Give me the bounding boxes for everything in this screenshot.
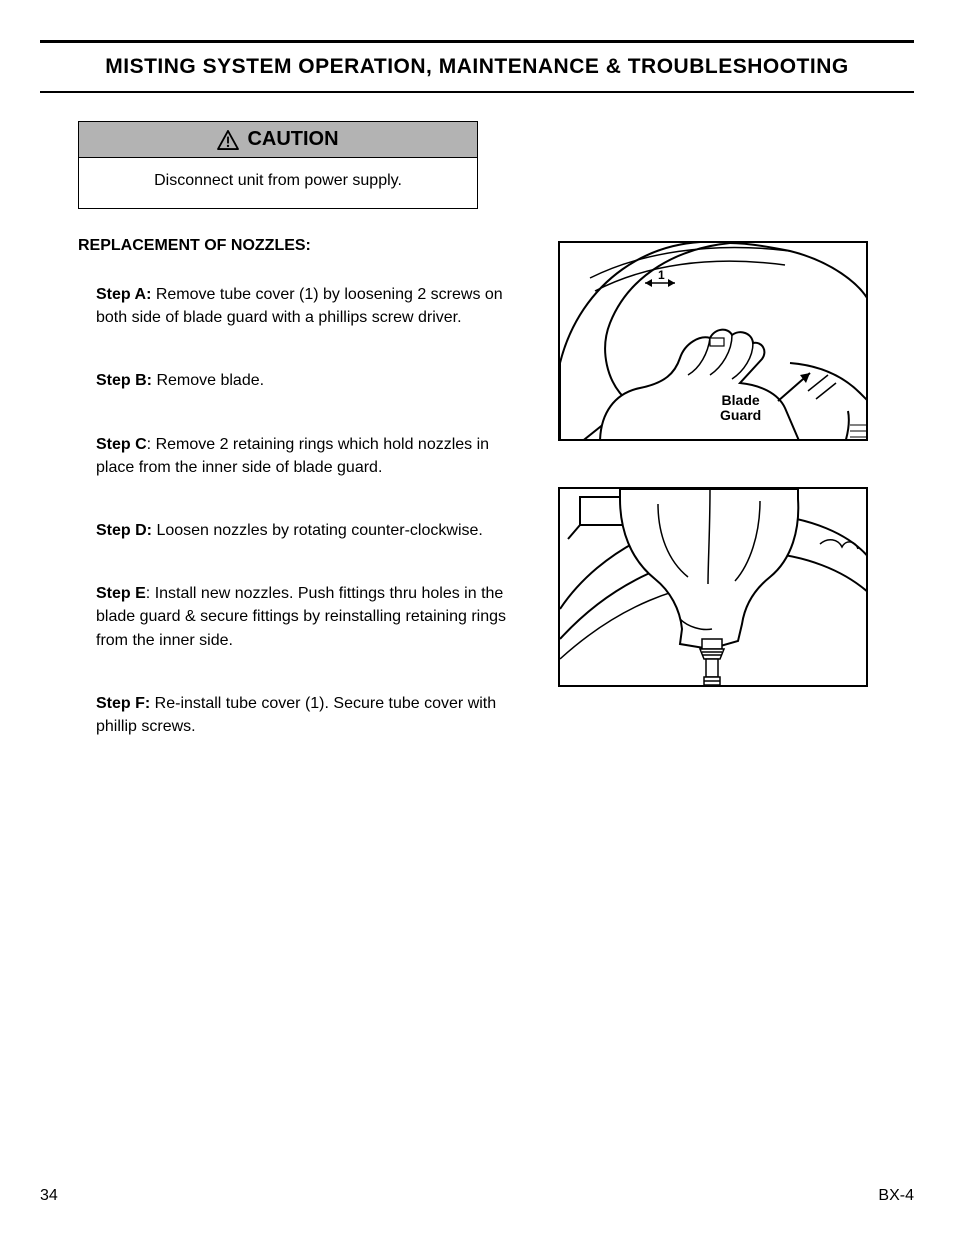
step-c: Step C: Remove 2 retaining rings which h… xyxy=(78,433,518,479)
figure1-callout: 1 xyxy=(658,268,665,282)
step-f-label: Step F: xyxy=(96,695,150,712)
figure-column: 1 xyxy=(558,237,868,778)
replacement-subhead: REPLACEMENT OF NOZZLES: xyxy=(78,237,518,255)
page-number: 34 xyxy=(40,1187,58,1205)
page: MISTING SYSTEM OPERATION, MAINTENANCE & … xyxy=(0,0,954,1235)
step-f: Step F: Re-install tube cover (1). Secur… xyxy=(78,692,518,738)
step-a-label: Step A: xyxy=(96,286,151,303)
text-column: REPLACEMENT OF NOZZLES: Step A: Remove t… xyxy=(78,237,518,778)
step-e: Step E: Install new nozzles. Push fittin… xyxy=(78,582,518,652)
step-c-text: : Remove 2 retaining rings which hold no… xyxy=(96,436,489,476)
content-row: REPLACEMENT OF NOZZLES: Step A: Remove t… xyxy=(40,237,914,778)
caution-body: Disconnect unit from power supply. xyxy=(79,158,477,208)
section-title: MISTING SYSTEM OPERATION, MAINTENANCE & … xyxy=(40,55,914,79)
step-e-text: : Install new nozzles. Push fittings thr… xyxy=(96,585,506,648)
step-f-text: Re-install tube cover (1). Secure tube c… xyxy=(96,695,496,735)
step-b-text: Remove blade. xyxy=(152,372,264,389)
figure-nozzle-install xyxy=(558,487,868,687)
caution-header: CAUTION xyxy=(79,122,477,158)
caution-header-text: CAUTION xyxy=(247,128,338,151)
figure-blade-guard-svg: 1 xyxy=(560,243,868,441)
rule-top xyxy=(40,40,914,43)
caution-box: CAUTION Disconnect unit from power suppl… xyxy=(78,121,478,209)
step-c-label: Step C xyxy=(96,436,147,453)
footer: 34 BX-4 xyxy=(40,1187,914,1205)
doc-code: BX-4 xyxy=(878,1187,914,1205)
figure1-label: BladeGuard xyxy=(720,393,761,424)
step-b-label: Step B: xyxy=(96,372,152,389)
step-d-label: Step D: xyxy=(96,522,152,539)
figure-blade-guard: 1 xyxy=(558,241,868,441)
step-d-text: Loosen nozzles by rotating counter-clock… xyxy=(152,522,483,539)
figure-nozzle-install-svg xyxy=(560,489,868,687)
step-a-text: Remove tube cover (1) by loosening 2 scr… xyxy=(96,286,503,326)
step-b: Step B: Remove blade. xyxy=(78,369,518,392)
step-a: Step A: Remove tube cover (1) by looseni… xyxy=(78,283,518,329)
rule-under-title xyxy=(40,91,914,93)
warning-icon xyxy=(217,130,239,150)
step-d: Step D: Loosen nozzles by rotating count… xyxy=(78,519,518,542)
step-e-label: Step E xyxy=(96,585,146,602)
